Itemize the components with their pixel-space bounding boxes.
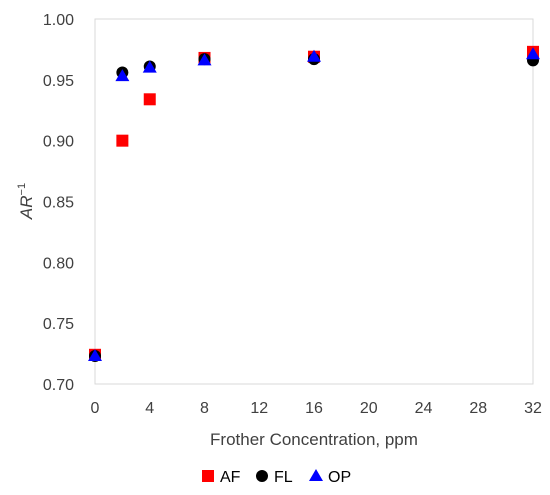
legend-marker-fl <box>256 470 268 482</box>
legend-label-fl: FL <box>274 469 293 486</box>
x-tick-label: 28 <box>469 400 487 417</box>
x-tick-label: 8 <box>200 400 209 417</box>
legend: AF FL OP <box>202 469 351 486</box>
legend-label-op: OP <box>328 469 351 486</box>
y-tick-label: 0.90 <box>43 134 74 151</box>
x-tick-label: 12 <box>250 400 268 417</box>
x-tick-label: 0 <box>91 400 100 417</box>
x-axis-tick-labels: 0 4 8 12 16 20 24 28 32 <box>91 400 542 417</box>
data-point-op <box>88 349 102 362</box>
y-axis-title-base: AR <box>17 195 36 220</box>
data-point-op <box>197 53 212 66</box>
legend-label-af: AF <box>220 469 241 486</box>
y-tick-label: 0.70 <box>43 377 74 394</box>
data-point-af <box>143 93 156 106</box>
y-axis-tick-labels: 0.70 0.75 0.80 0.85 0.90 0.95 1.00 <box>43 12 74 394</box>
y-tick-label: 0.75 <box>43 316 74 333</box>
data-point-op <box>526 47 540 60</box>
x-axis-title: Frother Concentration, ppm <box>210 430 418 449</box>
y-tick-label: 1.00 <box>43 12 74 29</box>
x-tick-label: 16 <box>305 400 323 417</box>
data-point-op <box>115 69 130 82</box>
legend-marker-af <box>202 470 214 482</box>
plot-area <box>94 18 534 385</box>
data-point-op <box>307 49 321 62</box>
legend-marker-op <box>309 469 323 481</box>
y-tick-label: 0.85 <box>43 195 74 212</box>
y-axis-title-superscript: −1 <box>16 183 28 196</box>
y-axis-title: AR−1 <box>16 183 36 220</box>
y-tick-label: 0.80 <box>43 255 74 272</box>
x-tick-label: 4 <box>145 400 154 417</box>
data-point-op <box>142 60 157 73</box>
data-markers <box>88 45 540 363</box>
x-tick-label: 20 <box>360 400 378 417</box>
x-tick-label: 32 <box>524 400 542 417</box>
x-tick-label: 24 <box>415 400 433 417</box>
data-point-af <box>116 134 129 147</box>
y-tick-label: 0.95 <box>43 73 74 90</box>
